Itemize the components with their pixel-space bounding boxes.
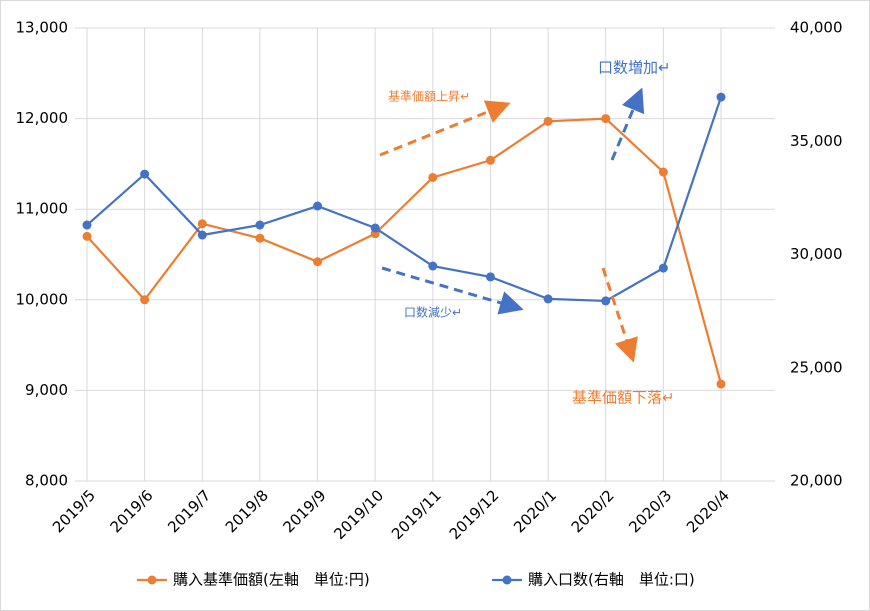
x-tick-label: 2020/3 [625,486,675,536]
x-tick-label: 2020/4 [683,486,733,536]
point [543,294,553,304]
annotation: 口数増加↵ [598,59,671,77]
point [370,223,380,233]
point [601,114,611,124]
y-tick-label: 12,000 [16,109,69,127]
arrow [601,267,638,363]
point [543,116,553,126]
y2-tick-label: 40,000 [790,19,843,37]
x-tick-label: 2019/8 [222,486,272,536]
series-line [86,117,723,385]
point [601,296,611,306]
point [313,201,323,211]
annotation: 口数減少↵ [404,305,462,320]
point [197,230,207,240]
arrow [381,266,524,315]
y2-tick-label: 25,000 [790,358,843,376]
point [716,92,726,102]
x-tick-label: 2019/11 [388,486,445,543]
x-tick-label: 2019/10 [330,486,387,543]
point [485,272,495,282]
y-tick-label: 11,000 [16,200,69,218]
point [82,231,92,241]
y-tick-label: 10,000 [16,290,69,308]
point [716,379,726,389]
x-tick-label: 2019/7 [164,486,214,536]
point [140,169,150,179]
legend-label: 購入基準価額(左軸 単位:円) [173,571,370,589]
x-tick-label: 2019/6 [107,486,157,536]
legend-marker [147,575,157,585]
annotation: 基準価額上昇↵ [388,89,470,104]
point [255,220,265,230]
arrow [610,87,645,161]
y-tick-label: 13,000 [16,19,69,37]
y2-tick-label: 30,000 [790,245,843,263]
y2-tick-label: 20,000 [790,472,843,490]
legend-label: 購入口数(右軸 単位:口) [528,571,695,589]
point [658,167,668,177]
x-tick-label: 2019/5 [49,486,99,536]
y-tick-label: 9,000 [25,381,68,399]
point [255,233,265,243]
y-tick-label: 8,000 [25,472,68,490]
point [428,172,438,182]
point [658,263,668,273]
x-tick-label: 2019/12 [446,486,503,543]
x-tick-label: 2019/9 [280,486,330,536]
y2-tick-label: 35,000 [790,132,843,150]
x-tick-label: 2020/1 [510,486,560,536]
legend-marker [502,575,512,585]
point [428,261,438,271]
point [82,220,92,230]
arrow [379,100,511,157]
point [313,257,323,267]
point [485,155,495,165]
series-line [86,96,723,303]
point [140,295,150,305]
plot-area: 8,000 9,000 10,000 11,000 12,000 13,000 20,000… [16,19,843,589]
x-tick-label: 2020/2 [568,486,618,536]
point [197,219,207,229]
annotation: 基準価額下落↵ [572,389,675,407]
